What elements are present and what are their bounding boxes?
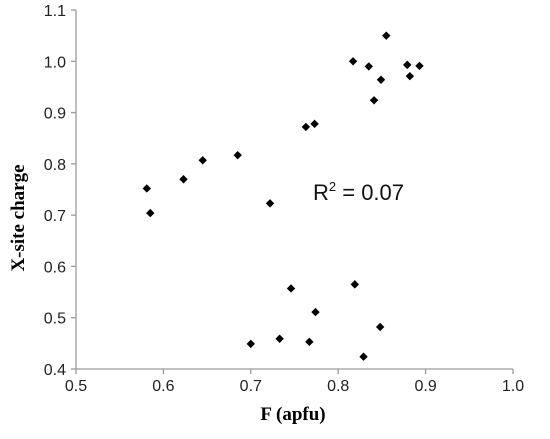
data-points [142,31,424,361]
data-point-diamond [142,184,151,193]
data-point-diamond [146,208,155,218]
data-point-diamond [348,57,358,66]
data-point-diamond [382,31,391,40]
data-point-diamond [310,119,319,129]
data-point-diamond [305,337,314,347]
data-point-diamond [415,61,424,71]
y-tick-label: 0.6 [44,259,66,276]
y-axis-title: X-site charge [8,164,29,271]
data-point-diamond [265,199,275,208]
data-point-diamond [311,307,320,317]
data-point-diamond [375,322,385,332]
data-point-diamond [246,339,255,349]
data-point-diamond [369,96,379,105]
y-tick-label: 0.4 [44,362,66,379]
y-tick-label: 0.9 [44,106,66,123]
r-squared-value: = 0.07 [336,180,404,205]
data-point-diamond [301,122,311,132]
x-axis-title: F (apfu) [260,404,325,425]
x-tick-label: 0.9 [414,378,436,395]
r-squared-superscript: 2 [329,179,336,194]
x-tick-label: 0.5 [65,378,87,395]
x-axis-ticks: 0.5 0.6 0.7 0.8 0.9 1.0 [65,369,524,395]
r-squared-annotation: R2 = 0.07 [313,179,404,205]
data-point-diamond [286,284,296,293]
y-axis-ticks: 0.4 0.5 0.6 0.7 0.8 0.9 1.0 1.1 [44,3,76,379]
data-point-diamond [376,75,386,84]
data-point-diamond [364,62,373,71]
x-tick-label: 0.8 [327,378,349,395]
r-squared-base: R [313,180,329,205]
x-tick-label: 0.7 [240,378,262,395]
data-point-diamond [350,280,360,289]
x-tick-label: 1.0 [502,378,524,395]
y-tick-label: 0.7 [44,208,66,225]
data-point-diamond [403,60,412,70]
data-point-diamond [275,334,284,343]
y-tick-label: 1.1 [44,3,66,20]
data-point-diamond [198,156,207,165]
data-point-diamond [233,150,242,160]
data-point-diamond [179,175,188,184]
x-tick-label: 0.6 [152,378,174,395]
y-tick-label: 0.5 [44,311,66,328]
y-tick-label: 1.0 [44,54,66,71]
y-tick-label: 0.8 [44,157,66,174]
data-point-diamond [405,71,415,81]
data-point-diamond [359,352,368,361]
